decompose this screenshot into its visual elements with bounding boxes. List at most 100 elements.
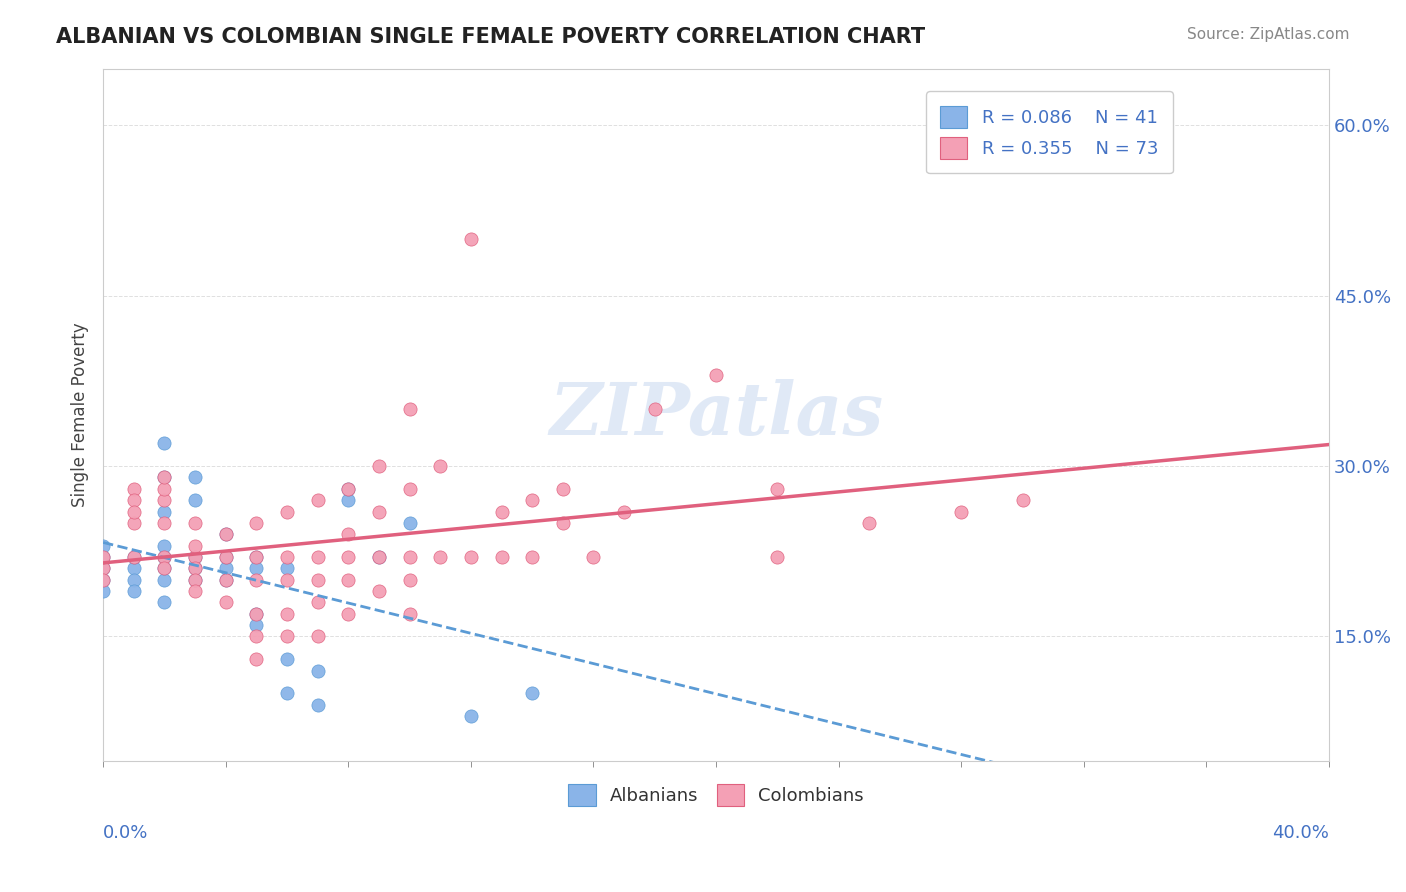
Point (153, 516, 176, 530)
Point (276, 561, 298, 575)
Point (398, 573, 420, 587)
Point (245, 607, 267, 621)
Point (245, 561, 267, 575)
Point (551, 482, 574, 496)
Point (153, 595, 176, 609)
Point (215, 527, 238, 541)
Point (766, 482, 789, 496)
Point (184, 584, 207, 599)
Point (307, 573, 329, 587)
Point (522, 686, 544, 700)
Point (276, 504, 298, 518)
Point (337, 607, 360, 621)
Point (184, 549, 207, 564)
Point (704, 368, 727, 383)
Point (153, 573, 176, 587)
Point (184, 539, 207, 553)
Point (153, 504, 176, 518)
Point (276, 652, 298, 666)
Point (245, 573, 267, 587)
Point (613, 504, 636, 518)
Point (858, 516, 880, 530)
Point (337, 482, 360, 496)
Point (398, 516, 420, 530)
Point (215, 573, 238, 587)
Point (153, 561, 176, 575)
Point (91, 549, 114, 564)
Point (368, 549, 391, 564)
Point (215, 595, 238, 609)
Y-axis label: Single Female Poverty: Single Female Poverty (72, 323, 89, 508)
Point (122, 504, 145, 518)
Point (460, 709, 482, 723)
Point (491, 504, 513, 518)
Text: Source: ZipAtlas.com: Source: ZipAtlas.com (1187, 27, 1350, 42)
Point (215, 549, 238, 564)
Point (398, 402, 420, 417)
Point (184, 470, 207, 484)
Point (215, 549, 238, 564)
Point (91, 573, 114, 587)
Point (276, 573, 298, 587)
Point (215, 561, 238, 575)
Point (337, 482, 360, 496)
Point (245, 549, 267, 564)
Point (153, 470, 176, 484)
Point (153, 561, 176, 575)
Text: ALBANIAN VS COLOMBIAN SINGLE FEMALE POVERTY CORRELATION CHART: ALBANIAN VS COLOMBIAN SINGLE FEMALE POVE… (56, 27, 925, 46)
Point (337, 527, 360, 541)
Point (122, 493, 145, 508)
Point (460, 549, 482, 564)
Point (398, 549, 420, 564)
Point (153, 482, 176, 496)
Point (522, 493, 544, 508)
Point (307, 493, 329, 508)
Point (122, 549, 145, 564)
Text: 0.0%: 0.0% (103, 824, 149, 842)
Text: ZIPatlas: ZIPatlas (548, 379, 883, 450)
Point (307, 549, 329, 564)
Point (122, 516, 145, 530)
Point (491, 549, 513, 564)
Point (184, 561, 207, 575)
Point (337, 493, 360, 508)
Point (644, 402, 666, 417)
Point (276, 630, 298, 644)
Point (766, 549, 789, 564)
Point (245, 607, 267, 621)
Point (368, 504, 391, 518)
Point (368, 458, 391, 473)
Point (91, 584, 114, 599)
Point (153, 549, 176, 564)
Point (91, 561, 114, 575)
Point (522, 549, 544, 564)
Point (245, 549, 267, 564)
Legend: Albanians, Colombians: Albanians, Colombians (560, 774, 873, 814)
Point (398, 607, 420, 621)
Point (398, 482, 420, 496)
Point (153, 493, 176, 508)
Point (429, 458, 451, 473)
Point (368, 584, 391, 599)
Point (122, 549, 145, 564)
Point (215, 573, 238, 587)
Point (215, 527, 238, 541)
Point (91, 561, 114, 575)
Point (91, 573, 114, 587)
Point (368, 549, 391, 564)
Point (184, 561, 207, 575)
Point (460, 232, 482, 246)
Point (122, 584, 145, 599)
Point (122, 561, 145, 575)
Point (337, 573, 360, 587)
Point (91, 549, 114, 564)
Point (276, 607, 298, 621)
Point (184, 516, 207, 530)
Point (122, 573, 145, 587)
Point (184, 493, 207, 508)
Point (245, 516, 267, 530)
Point (950, 504, 973, 518)
Point (122, 482, 145, 496)
Text: 40.0%: 40.0% (1272, 824, 1329, 842)
Point (551, 516, 574, 530)
